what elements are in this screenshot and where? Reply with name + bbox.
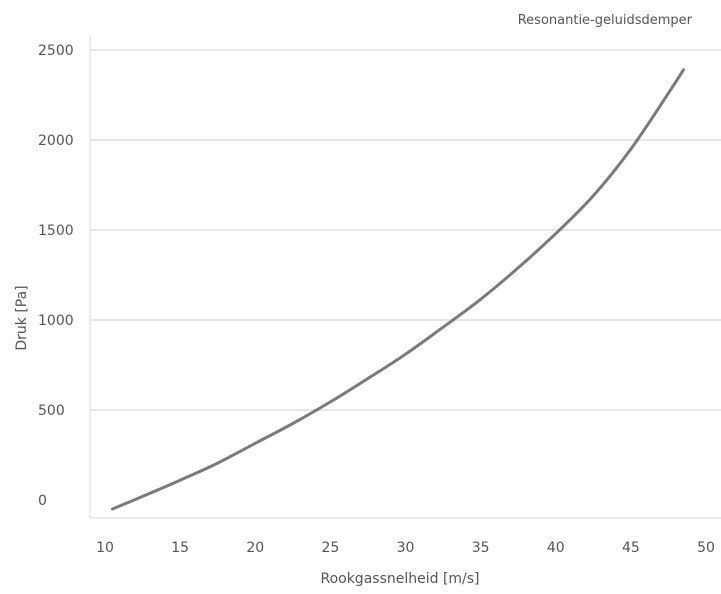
x-tick-label: 35 <box>472 540 490 556</box>
x-tick-label: 45 <box>622 540 640 556</box>
grid-lines <box>90 49 721 411</box>
x-tick-labels: 10 15 20 25 30 35 40 45 50 <box>96 540 715 556</box>
y-tick-label: 500 <box>38 403 65 419</box>
y-tick-label: 1500 <box>38 223 74 239</box>
x-tick-label: 30 <box>397 540 415 556</box>
x-tick-label: 20 <box>246 540 264 556</box>
x-axis-label: Rookgassnelheid [m/s] <box>320 571 479 587</box>
x-tick-label: 25 <box>321 540 339 556</box>
x-tick-label: 50 <box>697 540 715 556</box>
x-tick-label: 15 <box>171 540 189 556</box>
legend-label: Resonantie-geluidsdemper <box>518 13 693 28</box>
series-line <box>111 68 685 511</box>
y-tick-label: 2500 <box>38 43 74 59</box>
y-tick-labels: 0 500 1000 1500 2000 2500 <box>38 43 74 509</box>
y-tick-label: 2000 <box>38 133 74 149</box>
x-tick-label: 40 <box>547 540 565 556</box>
x-tick-label: 10 <box>96 540 114 556</box>
y-tick-label: 0 <box>38 493 47 509</box>
y-axis-label: Druk [Pa] <box>14 285 30 350</box>
y-tick-label: 1000 <box>38 313 74 329</box>
